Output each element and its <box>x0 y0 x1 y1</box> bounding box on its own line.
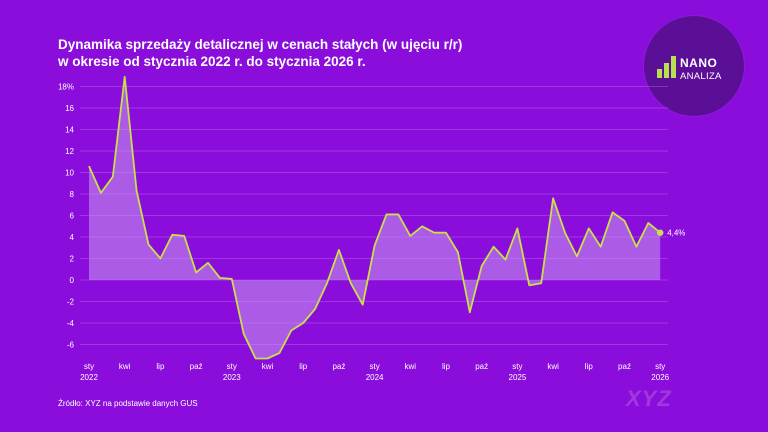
x-tick-year: 2024 <box>366 373 384 382</box>
x-tick-label: lip <box>299 362 308 371</box>
y-tick-label: -2 <box>67 298 75 307</box>
y-tick-label: 12 <box>65 147 74 156</box>
series-area <box>89 76 661 359</box>
y-tick-label: -4 <box>67 319 75 328</box>
logo-text-nano: NANO <box>680 56 718 70</box>
y-tick-label: 8 <box>70 190 75 199</box>
nano-analiza-logo: NANO ANALIZA <box>644 16 744 116</box>
x-tick-year: 2025 <box>509 373 527 382</box>
y-tick-label: 6 <box>70 212 75 221</box>
x-tick-year: 2026 <box>651 373 669 382</box>
y-tick-label: 2 <box>70 255 75 264</box>
x-tick-label: kwi <box>262 362 274 371</box>
chart-title: Dynamika sprzedaży detalicznej w cenach … <box>58 36 462 70</box>
x-tick-label: kwi <box>119 362 131 371</box>
x-tick-year: 2023 <box>223 373 241 382</box>
x-tick-label: sty <box>655 362 665 371</box>
x-tick-label: kwi <box>405 362 417 371</box>
x-tick-year: 2022 <box>80 373 98 382</box>
series-line <box>88 75 661 360</box>
x-tick-label: sty <box>512 362 522 371</box>
y-tick-label: 10 <box>65 169 74 178</box>
x-tick-label: paź <box>618 362 631 371</box>
x-tick-label: sty <box>369 362 379 371</box>
y-tick-label: 14 <box>65 126 74 135</box>
title-line-1: Dynamika sprzedaży detalicznej w cenach … <box>58 37 463 52</box>
x-tick-label: sty <box>227 362 237 371</box>
logo-text-analiza: ANALIZA <box>680 71 722 82</box>
y-tick-label: 0 <box>70 276 75 285</box>
x-tick-label: paź <box>475 362 488 371</box>
brand-watermark: XYZ <box>626 386 672 411</box>
y-tick-label: 18% <box>58 83 74 92</box>
y-tick-label: 4 <box>70 233 75 242</box>
title-line-2: w okresie od stycznia 2022 r. do styczni… <box>58 54 366 69</box>
x-tick-label: sty <box>84 362 94 371</box>
x-tick-label: kwi <box>547 362 559 371</box>
x-tick-label: lip <box>442 362 451 371</box>
x-tick-label: lip <box>585 362 594 371</box>
y-tick-label: -6 <box>67 341 75 350</box>
source-note: Źródło: XYZ na podstawie danych GUS <box>58 399 198 408</box>
x-tick-label: lip <box>156 362 165 371</box>
bar-chart-icon <box>657 54 681 78</box>
last-value-label: 4,4% <box>667 229 685 238</box>
x-tick-label: paź <box>190 362 203 371</box>
x-tick-label: paź <box>332 362 345 371</box>
last-value-marker <box>657 229 664 236</box>
y-tick-label: 16 <box>65 104 74 113</box>
